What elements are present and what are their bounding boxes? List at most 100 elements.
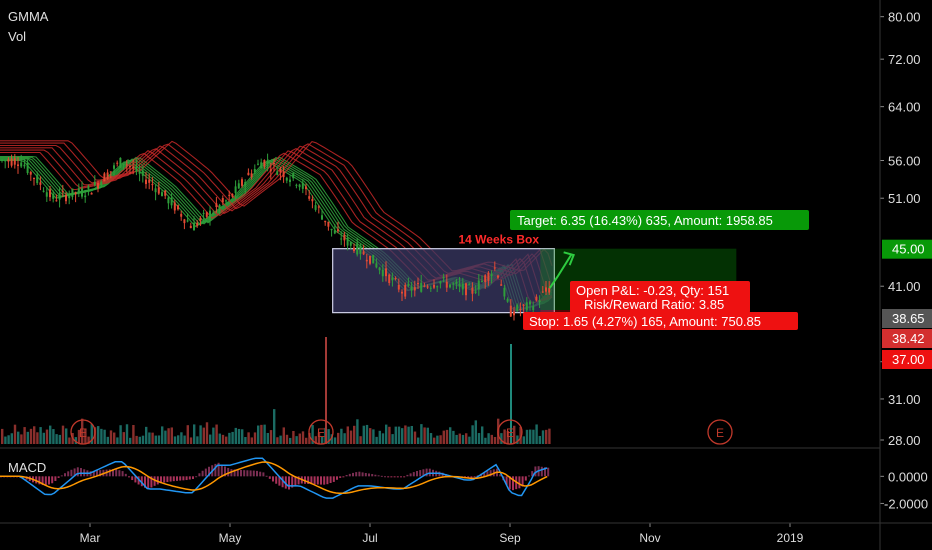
candle-body xyxy=(234,186,237,193)
macd-histogram-bar xyxy=(44,476,47,486)
price-tick-label: 31.00 xyxy=(888,392,921,407)
candle-body xyxy=(45,192,48,197)
candle-body xyxy=(301,182,304,189)
volume-bar xyxy=(250,437,253,444)
volume-bar xyxy=(311,425,314,444)
volume-bar xyxy=(77,429,81,444)
price-badge-label: 37.00 xyxy=(892,352,925,367)
volume-bar xyxy=(455,434,458,444)
position-label[interactable]: Open P&L: -0.23, Qty: 151 Risk/Reward Ra… xyxy=(523,281,798,330)
volume-bar xyxy=(269,430,273,444)
candle-body xyxy=(125,164,128,166)
macd-histogram-bar xyxy=(358,471,361,477)
candle-body xyxy=(148,179,151,183)
candle-body xyxy=(465,283,467,296)
candle-body xyxy=(305,186,307,190)
macd-histogram-bar xyxy=(80,468,82,477)
volume-bar xyxy=(116,437,119,444)
candle-body xyxy=(202,212,205,214)
macd-histogram-bar xyxy=(236,469,239,477)
price-tick-label: 51.00 xyxy=(888,191,921,206)
macd-histogram-bar xyxy=(217,462,220,477)
volume-bar xyxy=(513,425,516,444)
macd-histogram-bar xyxy=(384,476,386,478)
macd-histogram-bar xyxy=(547,467,550,477)
volume-bar xyxy=(4,436,7,444)
target-label[interactable]: Target: 6.35 (16.43%) 635, Amount: 1958.… xyxy=(510,210,809,230)
macd-histogram-bar xyxy=(233,469,236,477)
candle-body xyxy=(413,287,416,291)
macd-histogram-bar xyxy=(406,474,409,477)
price-badge xyxy=(882,309,932,328)
candle-body xyxy=(260,162,263,169)
candle-body xyxy=(74,192,77,195)
volume-bar xyxy=(87,436,90,444)
candle-body xyxy=(145,179,147,185)
candle-body xyxy=(129,165,131,168)
candle-body xyxy=(317,206,320,208)
candle-body xyxy=(61,190,64,192)
price-axis: 80.0072.0064.0056.0051.0041.0034.0031.00… xyxy=(880,10,921,448)
candle-body xyxy=(279,169,282,173)
volume-bar xyxy=(538,435,541,444)
projection-arrowhead xyxy=(563,251,576,266)
macd-histogram-bar xyxy=(259,471,262,477)
macd-histogram-bar xyxy=(246,470,249,477)
price-badge-label: 38.65 xyxy=(892,311,925,326)
macd-histogram-bar xyxy=(393,476,396,478)
volume-bar xyxy=(282,427,285,444)
volume-bar xyxy=(164,430,167,444)
volume-bar xyxy=(154,435,157,444)
volume-bar xyxy=(365,424,369,444)
candle-body xyxy=(359,245,362,254)
volume-bar xyxy=(314,436,317,444)
volume-bar xyxy=(113,432,116,444)
candle-body xyxy=(333,230,336,234)
volume-bar xyxy=(20,434,23,444)
macd-histogram-bar xyxy=(524,476,527,481)
candle-body xyxy=(7,159,10,162)
volume-bar xyxy=(500,433,503,444)
candle-body xyxy=(541,291,544,293)
volume-bar xyxy=(1,428,4,444)
volume-bar xyxy=(337,432,340,444)
candle-body xyxy=(221,198,224,203)
candle-body xyxy=(17,164,19,166)
price-tick-label: 41.00 xyxy=(888,279,921,294)
candle-body xyxy=(231,193,234,197)
volume-bar xyxy=(541,430,545,444)
earnings-letter: E xyxy=(79,426,87,440)
macd-histogram-bar xyxy=(172,476,175,482)
candle-body xyxy=(525,302,528,311)
macd-histogram-bar xyxy=(307,476,310,484)
macd-histogram-bar xyxy=(214,463,217,477)
volume-bar xyxy=(493,436,497,444)
candle-body xyxy=(500,284,503,286)
candle-body xyxy=(20,162,23,167)
volume-bar xyxy=(516,435,519,444)
candle-body xyxy=(253,168,256,173)
volume-bar xyxy=(522,436,525,444)
volume-bar xyxy=(420,424,423,444)
candle-body xyxy=(154,188,157,193)
macd-label: MACD xyxy=(8,460,47,475)
macd-tick-label: 0.0000 xyxy=(888,469,928,484)
macd-histogram-bar xyxy=(198,473,201,477)
candle-body xyxy=(529,301,531,305)
candle-body xyxy=(474,291,477,293)
macd-histogram-bar xyxy=(412,472,415,477)
candle-body xyxy=(449,284,451,288)
macd-histogram-bar xyxy=(521,476,524,487)
volume-bar xyxy=(225,436,228,444)
volume-bar xyxy=(301,431,305,444)
volume-bar xyxy=(407,426,410,444)
candle-body xyxy=(314,205,317,210)
candle-body xyxy=(346,238,349,246)
macd-histogram-bar xyxy=(35,476,38,484)
macd-histogram-bar xyxy=(51,476,54,484)
macd-histogram-bar xyxy=(140,476,143,487)
price-badge xyxy=(882,239,932,259)
candle-body xyxy=(218,204,221,209)
earnings-letter: E xyxy=(716,426,724,440)
